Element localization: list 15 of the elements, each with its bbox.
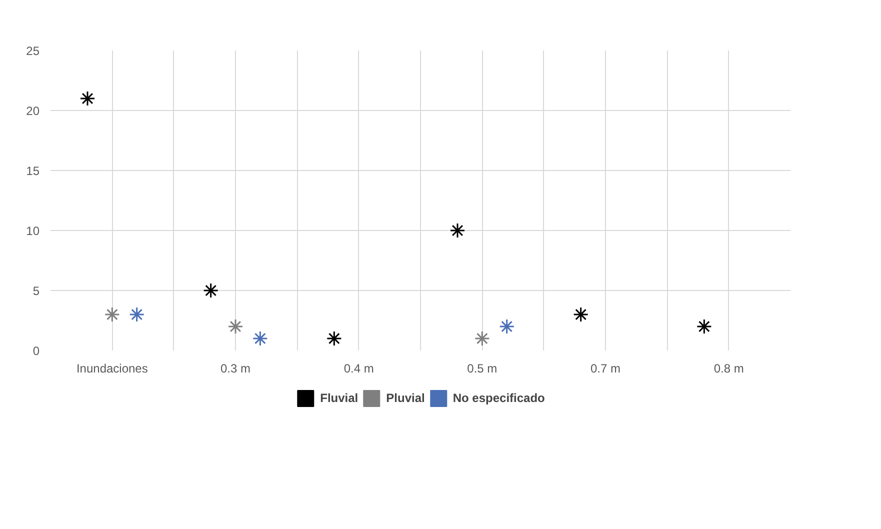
y-tick-label: 20 — [26, 104, 40, 118]
y-tick-label: 25 — [26, 44, 40, 58]
x-tick-label: 0.3 m — [220, 362, 251, 376]
x-tick-label: 0.8 m — [714, 362, 744, 376]
x-tick-label: 0.7 m — [590, 362, 621, 376]
y-tick-label: 0 — [32, 344, 40, 358]
x-tick-label: 0.4 m — [344, 362, 374, 376]
y-tick-label: 10 — [26, 224, 40, 238]
x-tick-label: Inundaciones — [76, 362, 148, 376]
legend-label: No especificado — [452, 391, 545, 405]
x-tick-label: 0.5 m — [467, 362, 498, 376]
legend-label: Fluvial — [320, 391, 358, 405]
legend-label: Pluvial — [386, 391, 425, 405]
y-tick-label: 5 — [32, 284, 40, 298]
y-tick-label: 15 — [26, 164, 40, 178]
